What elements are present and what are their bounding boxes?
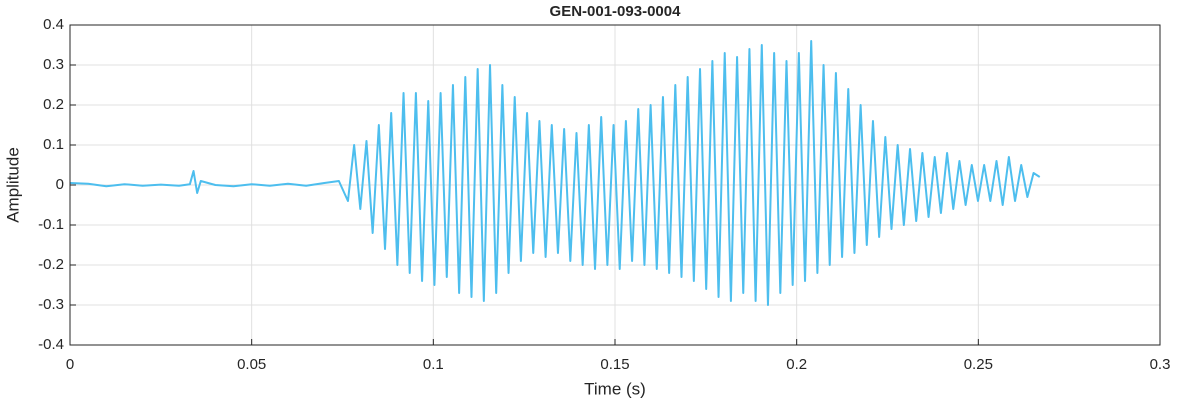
x-axis-label: Time (s)	[584, 379, 646, 398]
x-tick-label: 0.3	[1150, 356, 1171, 373]
waveform-line	[69, 40, 1041, 306]
y-tick-label: 0.2	[43, 96, 64, 113]
chart-title: GEN-001-093-0004	[550, 3, 682, 20]
y-tick-label: 0	[56, 176, 64, 193]
y-tick-label: -0.2	[38, 256, 64, 273]
y-tick-label: 0.1	[43, 136, 64, 153]
x-tick-label: 0.2	[786, 356, 807, 373]
y-tick-label: -0.3	[38, 296, 64, 313]
y-tick-label: 0.4	[43, 16, 64, 33]
y-tick-label: -0.4	[38, 336, 64, 353]
y-tick-label: 0.3	[43, 56, 64, 73]
plot-frame	[69, 24, 1161, 346]
y-axis-label: Amplitude	[3, 147, 22, 223]
x-tick-label: 0	[66, 356, 74, 373]
x-tick-label: 0.25	[964, 356, 993, 373]
x-tick-label: 0.1	[423, 356, 444, 373]
y-tick-label: -0.1	[38, 216, 64, 233]
x-tick-label: 0.05	[237, 356, 266, 373]
x-tick-label: 0.15	[600, 356, 629, 373]
